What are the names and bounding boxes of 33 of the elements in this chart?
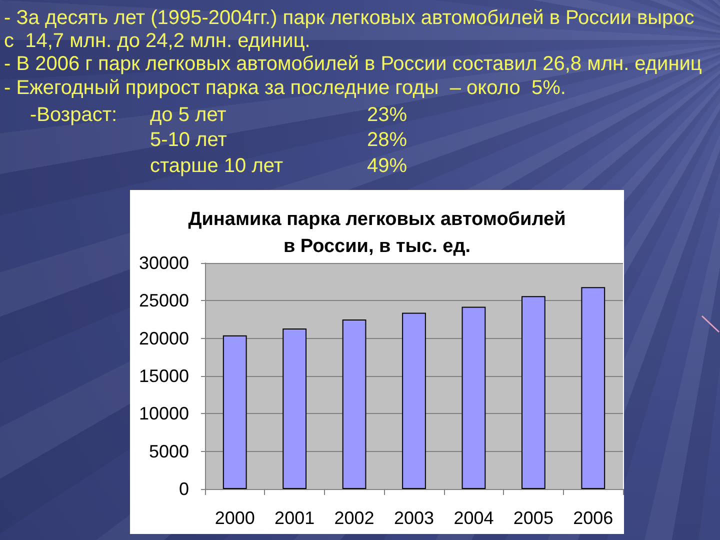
x-tick-label: 2002 xyxy=(334,508,374,528)
bar xyxy=(521,296,546,489)
text: 5-10 лет xyxy=(150,129,227,151)
y-tick-label: 0 xyxy=(178,479,189,499)
text: до 5 лет xyxy=(150,104,226,126)
bar xyxy=(402,312,426,489)
text: -Возраст: xyxy=(30,104,118,126)
bar xyxy=(222,335,247,489)
text: - Ежегодный прирост парка за последние годы – около 5%. xyxy=(4,77,566,99)
chart-title: Динамика парка легковых автомобилей в России, в тыс. ед. xyxy=(188,209,566,257)
text: - В 2006 г парк легковых автомобилей в России составил 26,8 млн. единиц xyxy=(4,53,702,75)
text: старше 10 лет xyxy=(150,155,283,177)
text: 49% xyxy=(367,155,408,177)
x-tick-label: 2000 xyxy=(214,508,255,528)
text: 28% xyxy=(367,129,408,151)
y-tick-label: 5000 xyxy=(148,441,189,462)
text: 23% xyxy=(367,104,408,126)
bar xyxy=(342,320,366,489)
y-tick-label: 25000 xyxy=(138,290,189,311)
x-tick-label: 2004 xyxy=(454,508,494,528)
y-tick-label: 20000 xyxy=(138,328,189,348)
y-tick-label: 30000 xyxy=(138,253,189,273)
text: с 14,7 млн. до 24,2 млн. единиц. xyxy=(4,30,310,52)
y-tick-label: 15000 xyxy=(138,366,189,386)
text: - За десять лет (1995-2004гг.) парк легковых автомобилей в России вырос xyxy=(4,7,694,29)
bar xyxy=(462,306,486,489)
x-tick-label: 2003 xyxy=(394,508,434,528)
bar xyxy=(282,328,307,489)
y-tick-label: 10000 xyxy=(138,404,189,424)
x-tick-label: 2006 xyxy=(573,508,614,528)
x-tick-label: 2001 xyxy=(274,508,315,528)
x-tick-label: 2005 xyxy=(513,508,554,528)
bar xyxy=(581,287,606,489)
